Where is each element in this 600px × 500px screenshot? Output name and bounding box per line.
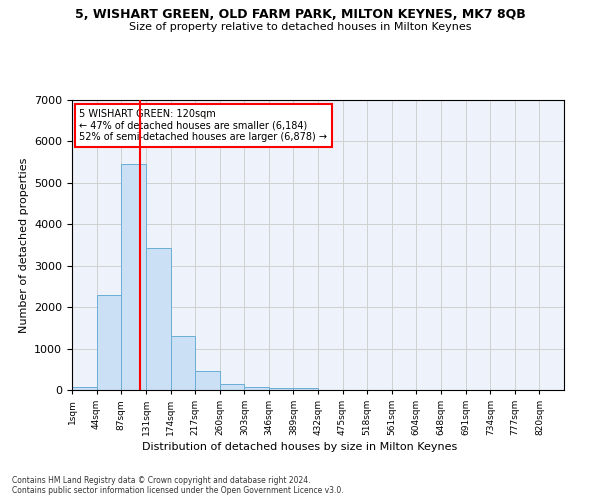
- Bar: [195, 371, 220, 390]
- Text: Size of property relative to detached houses in Milton Keynes: Size of property relative to detached ho…: [129, 22, 471, 32]
- Text: Contains HM Land Registry data © Crown copyright and database right 2024.
Contai: Contains HM Land Registry data © Crown c…: [12, 476, 344, 495]
- Bar: [244, 386, 269, 390]
- Bar: [146, 248, 171, 390]
- Bar: [72, 387, 97, 390]
- Bar: [269, 388, 293, 390]
- Bar: [171, 336, 195, 390]
- Text: 5 WISHART GREEN: 120sqm
← 47% of detached houses are smaller (6,184)
52% of semi: 5 WISHART GREEN: 120sqm ← 47% of detache…: [79, 108, 328, 142]
- Text: Distribution of detached houses by size in Milton Keynes: Distribution of detached houses by size …: [142, 442, 458, 452]
- Y-axis label: Number of detached properties: Number of detached properties: [19, 158, 29, 332]
- Bar: [220, 384, 244, 390]
- Text: 5, WISHART GREEN, OLD FARM PARK, MILTON KEYNES, MK7 8QB: 5, WISHART GREEN, OLD FARM PARK, MILTON …: [74, 8, 526, 20]
- Bar: [293, 388, 318, 390]
- Bar: [121, 164, 146, 390]
- Bar: [97, 294, 121, 390]
